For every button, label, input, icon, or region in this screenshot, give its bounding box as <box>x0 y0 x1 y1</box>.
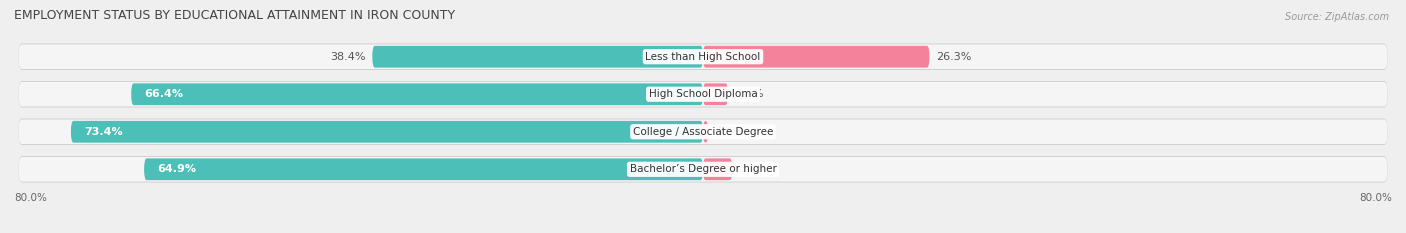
FancyBboxPatch shape <box>143 158 703 180</box>
FancyBboxPatch shape <box>18 44 1388 69</box>
FancyBboxPatch shape <box>18 81 1388 107</box>
Text: Source: ZipAtlas.com: Source: ZipAtlas.com <box>1285 12 1389 22</box>
Text: High School Diploma: High School Diploma <box>648 89 758 99</box>
FancyBboxPatch shape <box>703 46 929 68</box>
FancyBboxPatch shape <box>131 83 703 105</box>
Text: 80.0%: 80.0% <box>14 192 46 202</box>
Text: 3.4%: 3.4% <box>740 164 768 174</box>
Text: 73.4%: 73.4% <box>84 127 122 137</box>
Text: EMPLOYMENT STATUS BY EDUCATIONAL ATTAINMENT IN IRON COUNTY: EMPLOYMENT STATUS BY EDUCATIONAL ATTAINM… <box>14 10 456 22</box>
Text: 66.4%: 66.4% <box>143 89 183 99</box>
FancyBboxPatch shape <box>70 121 703 143</box>
FancyBboxPatch shape <box>18 156 1388 182</box>
Text: 38.4%: 38.4% <box>330 52 366 62</box>
Text: 64.9%: 64.9% <box>157 164 195 174</box>
Text: 26.3%: 26.3% <box>936 52 972 62</box>
Text: Less than High School: Less than High School <box>645 52 761 62</box>
FancyBboxPatch shape <box>18 157 1388 182</box>
Text: 2.9%: 2.9% <box>735 89 763 99</box>
FancyBboxPatch shape <box>373 46 703 68</box>
Text: 80.0%: 80.0% <box>1360 192 1392 202</box>
FancyBboxPatch shape <box>18 119 1388 145</box>
FancyBboxPatch shape <box>703 121 709 143</box>
FancyBboxPatch shape <box>18 44 1388 70</box>
FancyBboxPatch shape <box>703 83 728 105</box>
FancyBboxPatch shape <box>18 82 1388 107</box>
FancyBboxPatch shape <box>703 158 733 180</box>
Text: Bachelor’s Degree or higher: Bachelor’s Degree or higher <box>630 164 776 174</box>
Text: College / Associate Degree: College / Associate Degree <box>633 127 773 137</box>
Text: 0.6%: 0.6% <box>716 127 744 137</box>
FancyBboxPatch shape <box>18 119 1388 144</box>
